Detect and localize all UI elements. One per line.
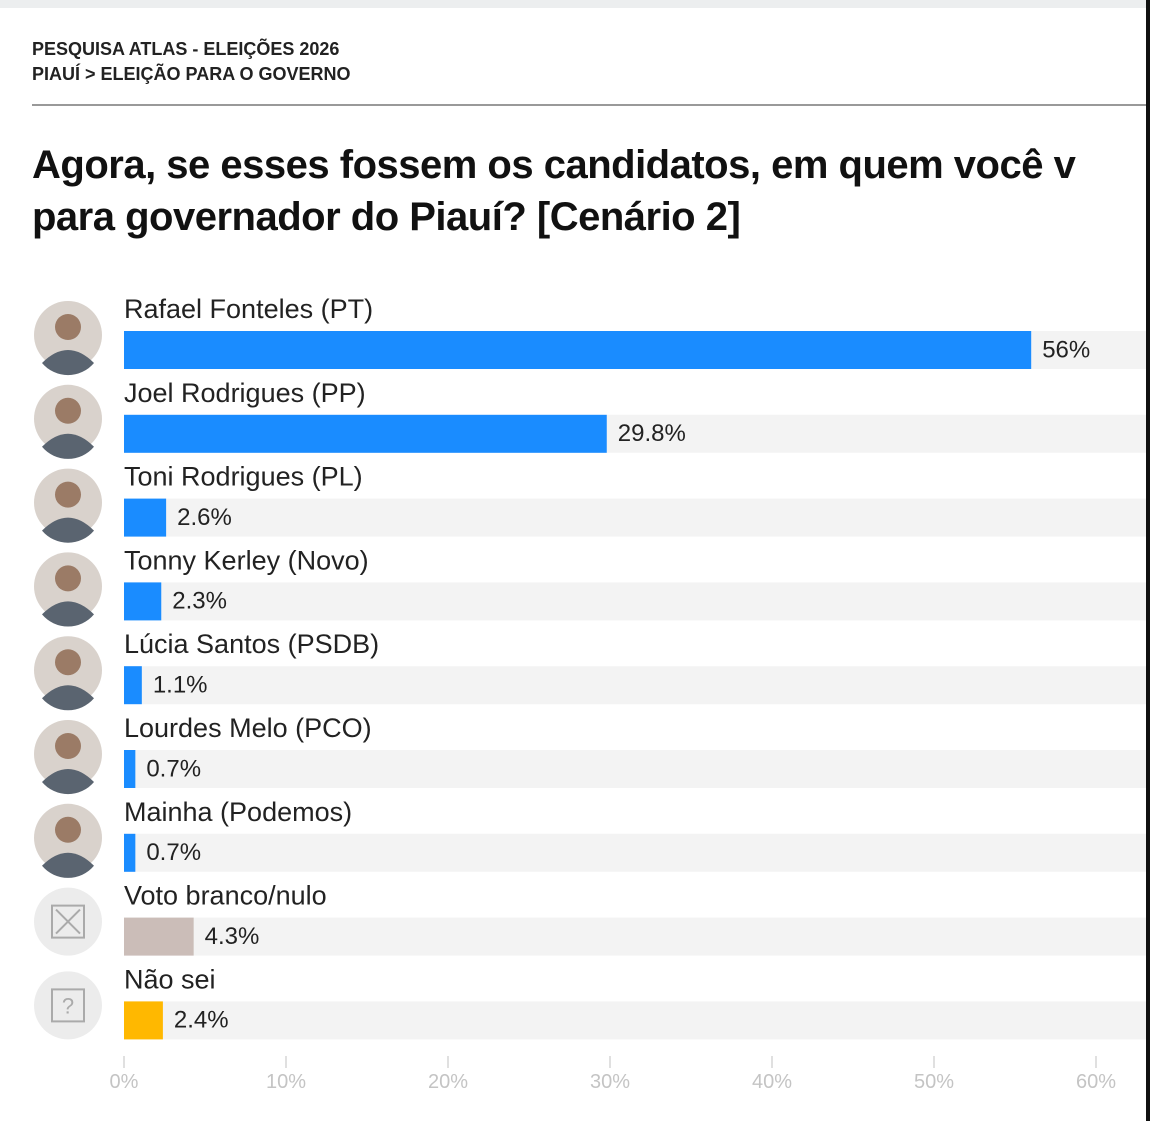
avatar-body <box>42 433 94 459</box>
bar <box>124 498 167 537</box>
category-label: Voto branco/nulo <box>124 881 327 911</box>
avatar-head <box>55 649 81 676</box>
bar-track <box>124 1001 1146 1040</box>
value-label: 0.7% <box>146 839 201 866</box>
bar <box>124 582 162 621</box>
chart-title: Agora, se esses fossem os candidatos, em… <box>32 143 1077 187</box>
category-label: Mainha (Podemos) <box>124 797 352 827</box>
bar-track <box>124 498 1146 537</box>
category-label: Joel Rodrigues (PP) <box>124 378 366 408</box>
avatar-head <box>55 314 81 340</box>
bar <box>124 331 1032 369</box>
top-band <box>0 0 1150 8</box>
x-tick-label: 50% <box>914 1071 954 1093</box>
avatar-head <box>55 816 81 843</box>
icon-box <box>51 988 85 1023</box>
category-label: Lúcia Santos (PSDB) <box>124 629 379 659</box>
bar-track <box>124 666 1146 705</box>
avatar-head <box>55 481 81 508</box>
chart-title: para governador do Piauí? [Cenário 2] <box>32 195 740 239</box>
header-line: PIAUÍ > ELEIÇÃO PARA O GOVERNO <box>32 63 351 84</box>
avatar-body <box>42 769 94 795</box>
avatar-head <box>55 733 81 759</box>
bar <box>124 1001 163 1040</box>
bar-track <box>124 833 1146 872</box>
value-label: 56% <box>1042 336 1090 363</box>
x-tick-label: 20% <box>428 1071 468 1093</box>
bar <box>124 666 142 705</box>
header-line: PESQUISA ATLAS - ELEIÇÕES 2026 <box>32 38 339 59</box>
avatar-body <box>42 852 94 878</box>
x-tick-label: 10% <box>266 1071 306 1093</box>
value-label: 2.3% <box>172 588 227 615</box>
avatar-body <box>42 685 94 711</box>
bar-track <box>124 750 1146 788</box>
bar <box>124 833 136 872</box>
bar <box>124 917 194 956</box>
value-label: 2.4% <box>174 1007 229 1034</box>
avatar-head <box>55 565 81 592</box>
value-label: 29.8% <box>618 420 686 447</box>
value-label: 0.7% <box>146 755 201 782</box>
avatar-body <box>42 517 94 543</box>
x-tick-label: 60% <box>1076 1071 1116 1093</box>
value-label: 1.1% <box>153 672 208 699</box>
x-tick-label: 40% <box>752 1071 792 1093</box>
value-label: 2.6% <box>177 504 232 531</box>
value-label: 4.3% <box>205 923 260 950</box>
bar <box>124 750 136 788</box>
category-label: Tonny Kerley (Novo) <box>124 545 369 575</box>
x-tick-label: 0% <box>110 1071 139 1093</box>
bar-track <box>124 582 1146 621</box>
icon-x <box>55 908 81 935</box>
avatar-body <box>42 350 94 376</box>
category-label: Rafael Fonteles (PT) <box>124 294 373 324</box>
category-label: Não sei <box>124 964 216 994</box>
icon-question: ? <box>62 993 74 1018</box>
bar-track <box>124 917 1146 956</box>
right-edge <box>1146 0 1150 1121</box>
category-label: Lourdes Melo (PCO) <box>124 713 372 743</box>
avatar-head <box>55 397 81 424</box>
icon-box <box>51 904 85 939</box>
bar <box>124 414 607 453</box>
avatar-body <box>42 601 94 627</box>
category-label: Toni Rodrigues (PL) <box>124 462 363 492</box>
x-tick-label: 30% <box>590 1071 630 1093</box>
